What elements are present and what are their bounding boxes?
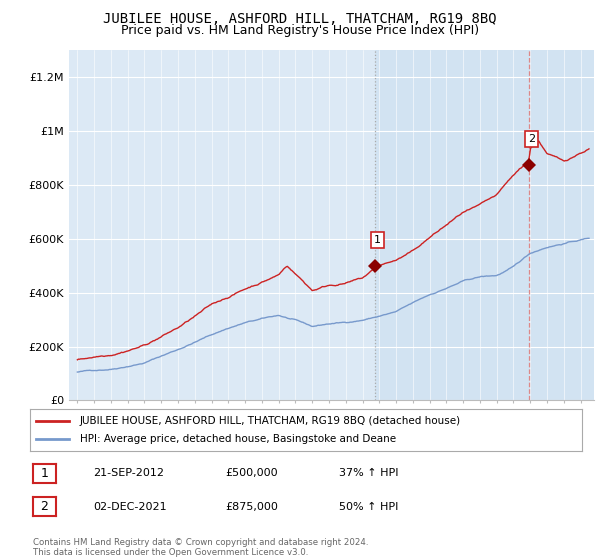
Text: 21-SEP-2012: 21-SEP-2012 [93,468,164,478]
Text: Price paid vs. HM Land Registry's House Price Index (HPI): Price paid vs. HM Land Registry's House … [121,24,479,36]
Text: 1: 1 [40,466,49,480]
Bar [375,50,594,400]
Text: JUBILEE HOUSE, ASHFORD HILL, THATCHAM, RG19 8BQ: JUBILEE HOUSE, ASHFORD HILL, THATCHAM, R… [103,12,497,26]
Text: 02-DEC-2021: 02-DEC-2021 [93,502,167,512]
Text: £875,000: £875,000 [225,502,278,512]
Text: Contains HM Land Registry data © Crown copyright and database right 2024.
This d: Contains HM Land Registry data © Crown c… [33,538,368,557]
Text: 50% ↑ HPI: 50% ↑ HPI [339,502,398,512]
Text: HPI: Average price, detached house, Basingstoke and Deane: HPI: Average price, detached house, Basi… [80,434,396,444]
Text: £500,000: £500,000 [225,468,278,478]
Text: JUBILEE HOUSE, ASHFORD HILL, THATCHAM, RG19 8BQ (detached house): JUBILEE HOUSE, ASHFORD HILL, THATCHAM, R… [80,416,461,426]
Text: 2: 2 [528,134,535,144]
Text: 37% ↑ HPI: 37% ↑ HPI [339,468,398,478]
Text: 1: 1 [374,235,381,245]
Text: 2: 2 [40,500,49,514]
